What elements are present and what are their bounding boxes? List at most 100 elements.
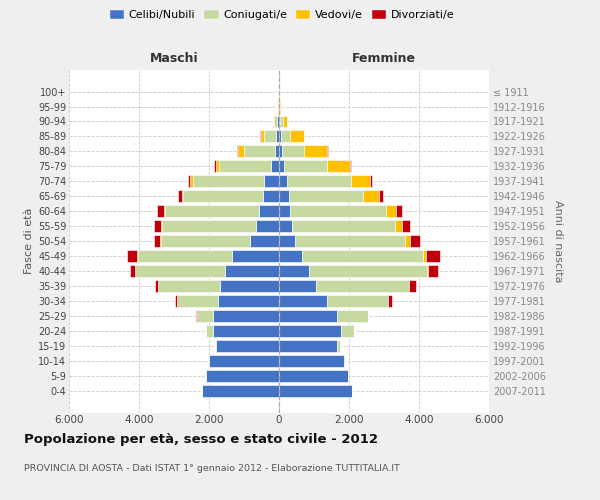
Bar — [259, 206, 279, 218]
Bar — [216, 160, 219, 172]
Bar — [219, 160, 271, 172]
Bar — [395, 220, 401, 232]
Bar — [175, 295, 177, 307]
Bar — [138, 250, 232, 262]
Bar — [232, 250, 279, 262]
Bar — [280, 116, 283, 128]
Bar — [244, 146, 275, 158]
Bar — [350, 160, 351, 172]
Bar — [218, 295, 279, 307]
Bar — [279, 370, 348, 382]
Bar — [281, 146, 304, 158]
Bar — [279, 250, 302, 262]
Bar — [274, 116, 277, 128]
Bar — [220, 280, 279, 292]
Bar — [279, 100, 280, 112]
Bar — [256, 220, 279, 232]
Bar — [205, 370, 279, 382]
Bar — [344, 355, 345, 367]
Bar — [279, 190, 289, 202]
Bar — [237, 146, 238, 158]
Bar — [264, 130, 276, 142]
Bar — [290, 130, 304, 142]
Bar — [238, 146, 244, 158]
Bar — [337, 310, 368, 322]
Bar — [279, 385, 352, 397]
Bar — [161, 236, 250, 247]
Bar — [284, 160, 326, 172]
Bar — [250, 236, 279, 247]
Bar — [423, 250, 426, 262]
Bar — [217, 340, 279, 352]
Y-axis label: Anni di nascita: Anni di nascita — [553, 200, 563, 282]
Bar — [281, 130, 290, 142]
Bar — [279, 340, 337, 352]
Bar — [196, 310, 197, 322]
Bar — [263, 190, 279, 202]
Text: Femmine: Femmine — [352, 52, 416, 65]
Bar — [206, 325, 212, 337]
Bar — [261, 130, 264, 142]
Bar — [212, 325, 279, 337]
Bar — [209, 355, 279, 367]
Bar — [178, 190, 182, 202]
Bar — [279, 160, 284, 172]
Bar — [225, 265, 279, 277]
Bar — [193, 176, 265, 188]
Bar — [292, 220, 395, 232]
Bar — [277, 116, 279, 128]
Bar — [278, 100, 279, 112]
Bar — [182, 190, 183, 202]
Bar — [409, 280, 416, 292]
Bar — [157, 206, 164, 218]
Bar — [279, 310, 337, 322]
Bar — [279, 325, 341, 337]
Bar — [155, 280, 158, 292]
Bar — [289, 190, 363, 202]
Bar — [164, 206, 165, 218]
Bar — [190, 176, 193, 188]
Y-axis label: Fasce di età: Fasce di età — [23, 208, 34, 274]
Bar — [283, 116, 287, 128]
Bar — [137, 250, 138, 262]
Bar — [309, 265, 427, 277]
Bar — [279, 236, 295, 247]
Bar — [135, 265, 225, 277]
Bar — [379, 190, 383, 202]
Bar — [260, 130, 261, 142]
Bar — [405, 236, 410, 247]
Bar — [279, 146, 281, 158]
Bar — [273, 116, 274, 128]
Bar — [275, 146, 279, 158]
Bar — [295, 236, 405, 247]
Bar — [426, 250, 440, 262]
Bar — [350, 176, 370, 188]
Bar — [341, 325, 354, 337]
Bar — [279, 116, 280, 128]
Bar — [401, 220, 410, 232]
Bar — [215, 340, 217, 352]
Bar — [386, 206, 395, 218]
Bar — [370, 176, 373, 188]
Bar — [154, 236, 160, 247]
Bar — [271, 160, 279, 172]
Bar — [197, 310, 213, 322]
Bar — [130, 265, 135, 277]
Bar — [188, 176, 190, 188]
Bar — [162, 220, 256, 232]
Legend: Celibi/Nubili, Coniugati/e, Vedovi/e, Divorziati/e: Celibi/Nubili, Coniugati/e, Vedovi/e, Di… — [106, 6, 458, 25]
Bar — [279, 355, 344, 367]
Bar — [290, 206, 386, 218]
Bar — [304, 146, 328, 158]
Text: Maschi: Maschi — [149, 52, 199, 65]
Bar — [428, 265, 438, 277]
Bar — [177, 295, 218, 307]
Bar — [202, 385, 279, 397]
Bar — [316, 280, 409, 292]
Bar — [279, 176, 287, 188]
Bar — [363, 190, 379, 202]
Text: Popolazione per età, sesso e stato civile - 2012: Popolazione per età, sesso e stato civil… — [24, 432, 378, 446]
Bar — [214, 160, 216, 172]
Bar — [279, 295, 326, 307]
Bar — [154, 220, 161, 232]
